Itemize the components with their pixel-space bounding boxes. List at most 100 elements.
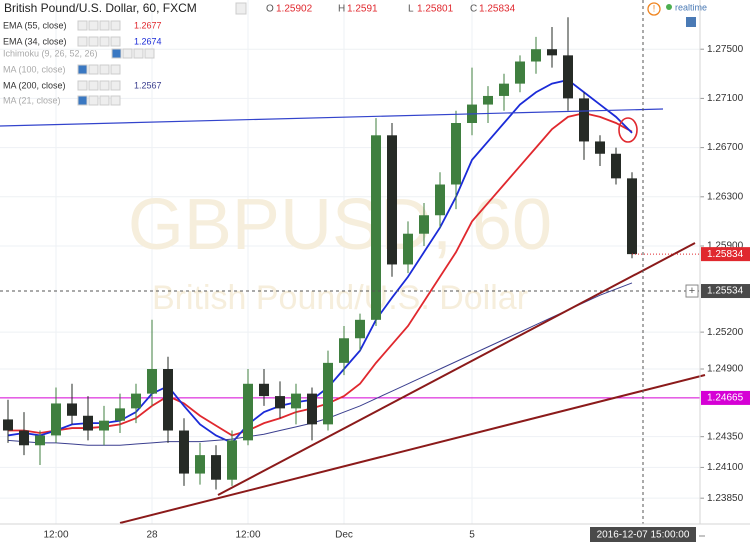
watermark: GBPUSD, 60 — [128, 185, 552, 265]
ohlc-value: 1.25801 — [417, 4, 454, 15]
candle-body — [627, 178, 637, 255]
horizontal-line-label-box — [701, 390, 750, 405]
symbol-title: British Pound/U.S. Dollar, 60, FXCM — [4, 1, 197, 15]
candle-body — [547, 49, 557, 56]
candle-body — [451, 123, 461, 185]
candle-body — [275, 396, 285, 409]
candle-body — [67, 403, 77, 416]
candle-body — [179, 430, 189, 474]
indicator-button[interactable] — [77, 95, 88, 106]
indicator-button[interactable] — [88, 20, 99, 31]
indicator-name: EMA (34, close) — [3, 36, 67, 46]
add-button-glyph: + — [689, 285, 695, 297]
indicator-button[interactable] — [110, 20, 121, 31]
y-tick-label: 1.26700 — [707, 142, 744, 153]
indicator-name: MA (21, close) — [3, 95, 61, 105]
candle-body — [51, 403, 61, 436]
indicator-line — [7, 78, 633, 444]
indicator-value: 1.2567 — [134, 80, 162, 90]
candle-body — [595, 141, 605, 154]
crosshair-price-label-box — [701, 284, 750, 299]
ohlc-value: 1.25834 — [479, 4, 516, 15]
status-dot — [666, 4, 672, 10]
settings-button[interactable] — [235, 2, 247, 15]
candle-body — [147, 369, 157, 394]
indicator-button[interactable] — [99, 95, 110, 106]
candle-body — [307, 393, 317, 425]
candle-body — [19, 430, 29, 446]
indicator-button[interactable] — [144, 48, 155, 59]
candle-body — [259, 383, 269, 397]
alert-icon[interactable] — [647, 2, 661, 16]
x-tick-label: 12:00 — [235, 530, 260, 541]
indicator-button[interactable] — [110, 95, 121, 106]
crosshair-time-label: 2016-12-07 15:00:00 — [597, 530, 690, 541]
indicator-button[interactable] — [99, 36, 110, 47]
indicator-button[interactable] — [88, 80, 99, 91]
y-tick-label: 1.24350 — [707, 431, 744, 442]
candle-body — [531, 49, 541, 62]
candle-body — [227, 440, 237, 480]
alert-icon-glyph: ! — [653, 3, 656, 13]
y-tick-label: 1.26300 — [707, 191, 744, 202]
candle-body — [211, 455, 221, 480]
indicator-button[interactable] — [77, 36, 88, 47]
candle-body — [115, 408, 125, 421]
candle-body — [579, 98, 589, 142]
candle-body — [419, 215, 429, 234]
indicator-name: EMA (55, close) — [3, 20, 67, 30]
x-tick-label: 28 — [146, 530, 158, 541]
x-tick-label: 5 — [469, 530, 475, 541]
indicator-button[interactable] — [88, 95, 99, 106]
candle-body — [99, 420, 109, 431]
y-tick-label: 1.25200 — [707, 327, 744, 338]
candle-body — [483, 95, 493, 105]
indicator-button[interactable] — [77, 64, 88, 75]
panel-button[interactable] — [686, 17, 696, 27]
candle-body — [611, 153, 621, 179]
indicator-button[interactable] — [77, 20, 88, 31]
indicator-value: 1.2674 — [134, 36, 162, 46]
indicator-name: MA (100, close) — [3, 64, 66, 74]
indicator-name: MA (200, close) — [3, 80, 66, 90]
indicator-button[interactable] — [122, 48, 133, 59]
candle-body — [563, 55, 573, 99]
x-tick-label: Dec — [335, 530, 353, 541]
crosshair-time-box — [590, 527, 696, 542]
y-tick-label: 1.24900 — [707, 364, 744, 375]
ohlc-value: 1.25902 — [276, 4, 313, 15]
indicator-button[interactable] — [88, 36, 99, 47]
indicator-button[interactable] — [99, 80, 110, 91]
indicator-button[interactable] — [77, 80, 88, 91]
indicator-button[interactable] — [110, 64, 121, 75]
indicator-line — [8, 112, 633, 437]
candle-body — [323, 362, 333, 425]
overlay: 1.27500 1.27100 1.26700 1.26300 1.25900 1.252… — [0, 44, 750, 542]
indicator-line — [7, 282, 633, 446]
candle-body — [387, 135, 397, 265]
watermark-subtitle: British Pound/U.S. Dollar — [152, 279, 528, 317]
trend-line — [119, 374, 706, 524]
y-tick-label: 1.24100 — [707, 462, 744, 473]
candle-body — [83, 415, 93, 431]
crosshair-price-label: 1.25534 — [707, 286, 744, 297]
ohlc-label: C — [470, 4, 477, 15]
indicator-button[interactable] — [110, 80, 121, 91]
indicator-button[interactable] — [88, 64, 99, 75]
ohlc-label: O — [266, 4, 274, 15]
candle-body — [131, 393, 141, 409]
y-tick-label: 1.25900 — [707, 241, 744, 252]
highlight-circle — [618, 117, 638, 143]
indicator-button[interactable] — [99, 20, 110, 31]
last-price-label-box — [701, 247, 750, 262]
candle-body — [3, 419, 13, 431]
ohlc-label: H — [338, 4, 345, 15]
y-tick-label: 1.27100 — [707, 93, 744, 104]
indicator-button[interactable] — [99, 64, 110, 75]
indicator-button[interactable] — [110, 36, 121, 47]
indicator-button[interactable] — [133, 48, 144, 59]
add-button[interactable] — [685, 284, 699, 298]
legend: O 1.25902 H 1.2591 L 1.25801 C 1.25834 EMA (55, … — [3, 4, 516, 106]
candle-body — [35, 435, 45, 446]
indicator-button[interactable] — [111, 48, 122, 59]
